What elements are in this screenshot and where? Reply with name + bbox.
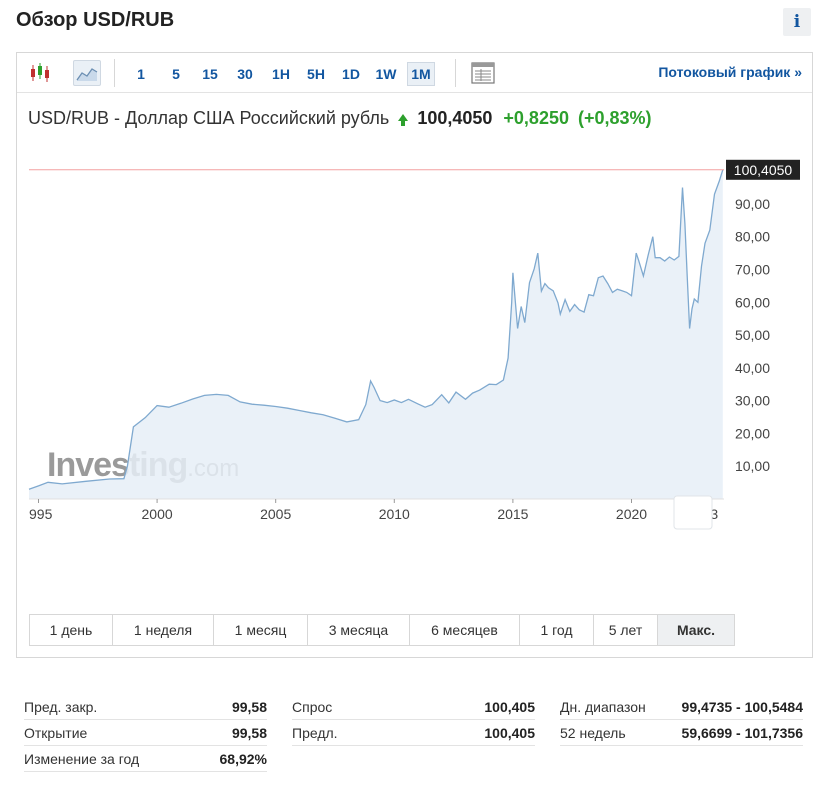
- quote-separator: -: [109, 108, 126, 128]
- chart-reset-button[interactable]: [673, 495, 713, 530]
- stat-label: Дн. диапазон: [560, 698, 646, 715]
- quote-last-price: 100,4050: [417, 108, 493, 128]
- timeframe-15[interactable]: 15: [202, 66, 218, 82]
- stat-row: Спрос 100,405: [292, 694, 535, 720]
- price-chart[interactable]: Investing.com 10,0020,0030,0040,0050,006…: [17, 148, 812, 558]
- y-tick-label: 40,00: [735, 360, 770, 376]
- area-chart-icon[interactable]: [73, 60, 101, 86]
- stat-row: Дн. диапазон 99,4735 - 100,5484: [560, 694, 803, 720]
- x-tick-label: 2010: [379, 506, 410, 522]
- y-tick-label: 60,00: [735, 294, 770, 310]
- range-5-years[interactable]: 5 лет: [594, 615, 658, 645]
- timeframe-5h[interactable]: 5H: [307, 66, 325, 82]
- stat-label: Изменение за год: [24, 750, 140, 767]
- y-tick-label: 80,00: [735, 229, 770, 245]
- x-tick-label: 2020: [616, 506, 647, 522]
- stats-column-1: Пред. закр. 99,58 Открытие 99,58 Изменение…: [24, 694, 267, 772]
- stat-value: 99,58: [231, 724, 267, 741]
- stream-chart-link[interactable]: Потоковый график »: [658, 64, 802, 80]
- range-1-week[interactable]: 1 неделя: [113, 615, 214, 645]
- x-tick-label: 2000: [142, 506, 173, 522]
- range-selector: 1 день 1 неделя 1 месяц 3 месяца 6 месяц…: [29, 614, 735, 646]
- price-line: [28, 169, 724, 490]
- stat-row: Открытие 99,58: [24, 720, 267, 746]
- range-1-month[interactable]: 1 месяц: [214, 615, 308, 645]
- toolbar-divider: [114, 59, 115, 87]
- chart-toolbar: 1 5 15 30 1H 5H 1D 1W 1M Потоковый графи…: [17, 53, 812, 93]
- stat-value: 99,58: [231, 698, 267, 715]
- stat-value: 59,6699 - 101,7356: [681, 724, 803, 741]
- y-tick-label: 30,00: [735, 393, 770, 409]
- up-arrow-icon: [398, 114, 409, 126]
- quote-name: Доллар США Российский рубль: [125, 108, 390, 128]
- last-price-label: 100,4050: [734, 162, 793, 178]
- timeframe-1h[interactable]: 1H: [272, 66, 290, 82]
- timeframe-1[interactable]: 1: [137, 66, 145, 82]
- price-area: [29, 169, 723, 500]
- stats-column-2: Спрос 100,405 Предл. 100,405: [292, 694, 535, 746]
- stat-value: 99,4735 - 100,5484: [681, 698, 803, 715]
- chart-widget: 1 5 15 30 1H 5H 1D 1W 1M Потоковый графи…: [16, 52, 813, 658]
- x-tick-label: 2015: [497, 506, 528, 522]
- table-view-icon[interactable]: [469, 60, 497, 86]
- stat-value: 68,92%: [219, 750, 267, 767]
- last-price-badge: [726, 159, 800, 180]
- stat-label: Пред. закр.: [24, 698, 98, 715]
- timeframe-30[interactable]: 30: [237, 66, 253, 82]
- toolbar-divider: [455, 59, 456, 87]
- stat-label: Спрос: [292, 698, 333, 715]
- timeframe-1m[interactable]: 1M: [407, 62, 435, 86]
- y-tick-label: 70,00: [735, 261, 770, 277]
- timeframe-5[interactable]: 5: [172, 66, 180, 82]
- quote-symbol: USD/RUB: [28, 108, 110, 128]
- quote-change-percent: (+0,83%): [578, 108, 652, 128]
- range-1-day[interactable]: 1 день: [30, 615, 113, 645]
- quote-header: USD/RUB - Доллар США Российский рубль 10…: [28, 108, 652, 129]
- stat-label: Открытие: [24, 724, 88, 741]
- stat-row: Предл. 100,405: [292, 720, 535, 746]
- timeframe-1d[interactable]: 1D: [342, 66, 360, 82]
- stats-column-3: Дн. диапазон 99,4735 - 100,5484 52 недель…: [560, 694, 803, 746]
- range-3-months[interactable]: 3 месяца: [308, 615, 410, 645]
- x-tick-label: 2005: [260, 506, 291, 522]
- timeframe-1w[interactable]: 1W: [375, 66, 397, 82]
- stat-value: 100,405: [484, 698, 535, 715]
- stat-row: 52 недель 59,6699 - 101,7356: [560, 720, 803, 746]
- stat-row: Пред. закр. 99,58: [24, 694, 267, 720]
- y-tick-label: 50,00: [735, 327, 770, 343]
- y-tick-label: 10,00: [735, 458, 770, 474]
- range-6-months[interactable]: 6 месяцев: [410, 615, 520, 645]
- y-tick-label: 20,00: [735, 425, 770, 441]
- page-title: Обзор USD/RUB: [16, 9, 175, 31]
- candlestick-chart-icon[interactable]: [26, 60, 54, 86]
- range-max[interactable]: Макс.: [658, 615, 734, 645]
- range-1-year[interactable]: 1 год: [520, 615, 594, 645]
- stat-value: 100,405: [484, 724, 535, 741]
- y-tick-label: 90,00: [735, 196, 770, 212]
- stat-label: 52 недель: [560, 724, 626, 741]
- stat-row: Изменение за год 68,92%: [24, 746, 267, 772]
- stat-label: Предл.: [292, 724, 338, 741]
- info-icon[interactable]: i: [783, 8, 811, 36]
- quote-change: +0,8250: [503, 108, 569, 128]
- x-tick-label: 995: [29, 506, 53, 522]
